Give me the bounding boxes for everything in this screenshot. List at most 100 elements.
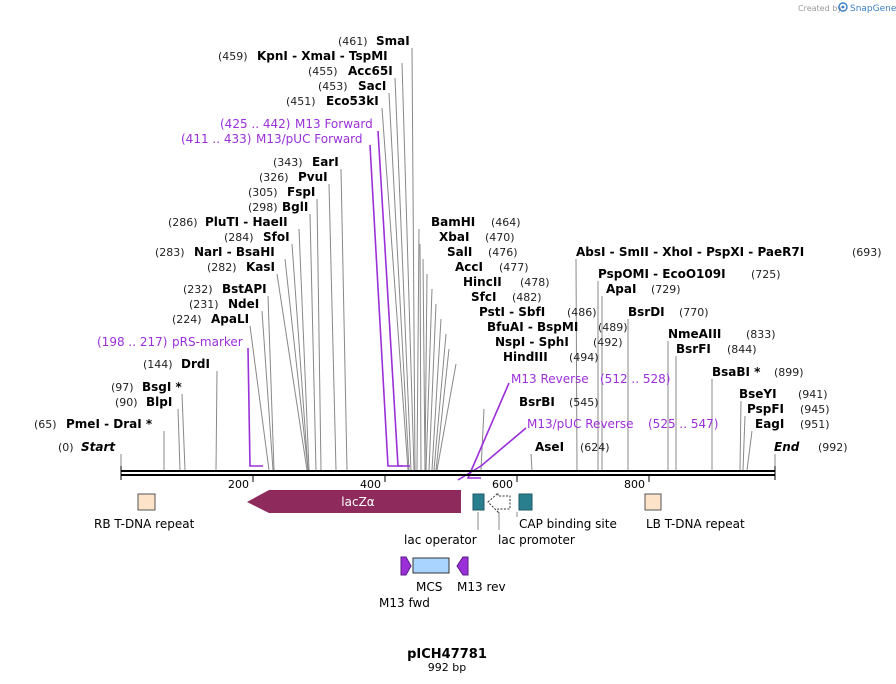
site-label-pspfi[interactable]: (945) PspFI (747, 402, 830, 416)
site-label-bseyi[interactable]: (941) BseYI (739, 387, 828, 401)
site-label-nspi-sphi[interactable]: (492) NspI - SphI (495, 335, 623, 349)
leader-line-smai (411, 47, 416, 471)
site-label-bfuai-bspmi[interactable]: (489) BfuAI - BspMI (487, 320, 628, 334)
site-position: (232) (183, 283, 213, 296)
leader-line-ndei (261, 310, 274, 471)
leader-line-sali (422, 258, 426, 471)
site-label-m13-puc-reverse[interactable]: (525 .. 547) M13/pUC Reverse (527, 417, 718, 431)
site-label-apai[interactable]: (729) ApaI (606, 282, 681, 296)
site-position: (224) (172, 313, 202, 326)
site-name: PvuI (298, 170, 328, 184)
site-label-m13-reverse[interactable]: (512 .. 528) M13 Reverse (511, 372, 670, 386)
site-label-psti-sbfi[interactable]: (486) PstI - SbfI (479, 305, 597, 319)
site-name: M13 Reverse (511, 372, 589, 386)
site-label-hindiii[interactable]: (494) HindIII (503, 350, 599, 364)
site-label-prs-marker[interactable]: (198 .. 217) pRS-marker (97, 335, 243, 349)
site-label-bsrdi[interactable]: (770) BsrDI (628, 305, 709, 319)
site-label-eari[interactable]: (343) EarI (273, 155, 339, 169)
site-label-pmei-drai-star[interactable]: (65) PmeI - DraI * (34, 417, 153, 431)
site-label-eco53ki[interactable]: (451) Eco53kI (286, 94, 379, 108)
credit-prefix: Created by (798, 4, 842, 13)
site-label-eagi[interactable]: (951) EagI (755, 417, 830, 431)
site-label-saci[interactable]: (453) SacI (318, 79, 386, 93)
lacz-alpha-arrow[interactable] (247, 490, 461, 513)
site-label-smai[interactable]: (461) SmaI (338, 34, 410, 48)
leader-line-kpni-xmai-tspmi (401, 62, 415, 471)
site-position: (992) (818, 441, 848, 454)
site-label-bamhi[interactable]: (464) BamHI (431, 215, 521, 229)
site-position: (899) (774, 366, 804, 379)
lb-t-dna-repeat-box[interactable] (644, 493, 662, 511)
site-label-acc65i[interactable]: (455) Acc65I (308, 64, 393, 78)
site-label-m13-puc-forward[interactable]: (411 .. 433) M13/pUC Forward (181, 132, 363, 146)
site-label-bstapi[interactable]: (232) BstAPI (183, 282, 267, 296)
site-label-apali[interactable]: (224) ApaLI (172, 312, 249, 326)
site-leader-lines (120, 47, 776, 471)
site-position: (459) (218, 50, 248, 63)
site-name: BglI (282, 200, 308, 214)
leader-line-eagi (746, 430, 753, 471)
site-position: (461) (338, 35, 368, 48)
tick-label-600: 600 (492, 478, 513, 491)
site-label-start[interactable]: (0) Start (58, 440, 116, 454)
cap-binding-site-box[interactable] (518, 493, 533, 511)
site-label-nmeaiii[interactable]: (833) NmeAIII (668, 327, 776, 341)
site-label-pspomi-ecoo109i[interactable]: (725) PspOMI - EcoO109I (598, 267, 781, 281)
top-strand (121, 470, 775, 472)
site-name: HincII (463, 275, 502, 289)
site-label-blpi[interactable]: (90) BlpI (115, 395, 172, 409)
site-name: AbsI - SmII - XhoI - PspXI - PaeR7I (576, 245, 804, 259)
site-label-sali[interactable]: (476) SalI (447, 245, 518, 259)
leader-line-nari-bsahi (284, 258, 309, 471)
m13-fwd-arrow[interactable] (400, 556, 412, 576)
leader-line-bgli (309, 213, 317, 471)
leader-line-bsrbi (480, 408, 485, 471)
rb-t-dna-repeat-box[interactable] (137, 493, 156, 511)
lb-t-dna-repeat-label: LB T-DNA repeat (646, 517, 745, 531)
site-name: BsaBI * (712, 365, 761, 379)
site-label-absi-smii-xhoi-pspxi-paer7i[interactable]: (693) AbsI - SmII - XhoI - PspXI - PaeR7I (576, 245, 882, 259)
site-label-kasi[interactable]: (282) KasI (207, 260, 275, 274)
site-name: pRS-marker (172, 335, 243, 349)
mcs-box[interactable] (412, 557, 450, 574)
site-label-nari-bsahi[interactable]: (283) NarI - BsaHI (155, 245, 275, 259)
site-name: AseI (535, 440, 564, 454)
lac-operator-box[interactable] (472, 493, 485, 511)
site-position: (489) (598, 321, 628, 334)
site-label-hincii[interactable]: (478) HincII (463, 275, 550, 289)
site-name: BamHI (431, 215, 475, 229)
site-label-bsgi-star[interactable]: (97) BsgI * (111, 380, 183, 394)
site-name: NdeI (228, 297, 259, 311)
site-label-xbai[interactable]: (470) XbaI (439, 230, 515, 244)
site-label-acci[interactable]: (477) AccI (455, 260, 529, 274)
leader-line-nspi-sphi (435, 348, 450, 471)
site-label-end[interactable]: (992) End (774, 440, 848, 454)
site-position: (343) (273, 156, 303, 169)
primer-bracket-m13-puc-reverse (457, 427, 527, 481)
site-label-drdi[interactable]: (144) DrdI (143, 357, 210, 371)
site-label-bsrbi[interactable]: (545) BsrBI (519, 395, 599, 409)
primer-brackets (247, 130, 527, 481)
site-label-sfoi[interactable]: (284) SfoI (224, 230, 290, 244)
site-label-bgli[interactable]: (298) BglI (248, 200, 308, 214)
site-label-asei[interactable]: (624) AseI (535, 440, 610, 454)
site-label-pluti-haeii[interactable]: (286) PluTI - HaeII (168, 215, 288, 229)
site-position: (486) (567, 306, 597, 319)
site-label-ndei[interactable]: (231) NdeI (189, 297, 259, 311)
site-position: (770) (679, 306, 709, 319)
m13-rev-arrow[interactable] (456, 556, 469, 576)
site-label-bsabi-star[interactable]: (899) BsaBI * (712, 365, 804, 379)
leader-line-eari (340, 168, 348, 471)
site-label-m13-forward[interactable]: (425 .. 442) M13 Forward (220, 117, 373, 131)
site-name: EarI (312, 155, 339, 169)
site-label-sfci[interactable]: (482) SfcI (471, 290, 542, 304)
site-label-kpni-xmai-tspmi[interactable]: (459) KpnI - XmaI - TspMI (218, 49, 388, 63)
site-label-fspi[interactable]: (305) FspI (248, 185, 315, 199)
leader-line-bamhi (416, 228, 420, 471)
leader-line-sfoi (291, 243, 309, 471)
lac-promoter-arrow[interactable] (487, 491, 511, 514)
site-position: (470) (485, 231, 515, 244)
leader-line-sfci (428, 303, 437, 471)
site-label-pvui[interactable]: (326) PvuI (259, 170, 328, 184)
site-label-bsrfi[interactable]: (844) BsrFI (676, 342, 757, 356)
